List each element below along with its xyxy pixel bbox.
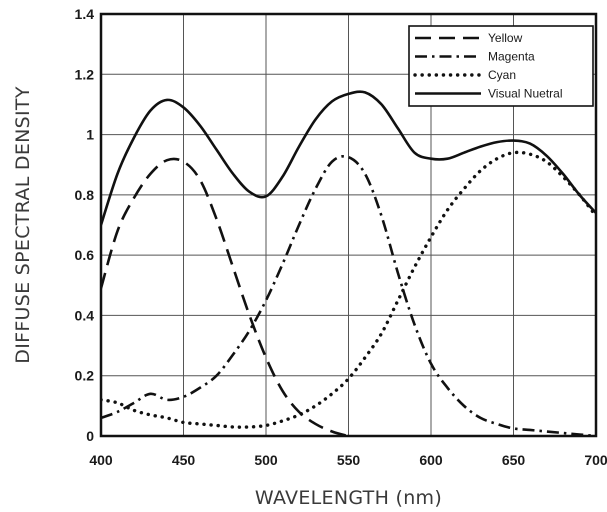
y-tick-label: 1.2 xyxy=(75,66,95,82)
x-axis-title: WAVELENGTH (nm) xyxy=(255,487,442,509)
legend: Yellow Magenta Cyan Visual Nuetral xyxy=(408,25,594,107)
x-tick-label: 550 xyxy=(337,452,361,468)
legend-label: Cyan xyxy=(488,68,516,82)
series-line-visual-nuetral xyxy=(101,90,596,226)
y-tick-label: 1 xyxy=(86,127,94,143)
y-tick-label: 0.4 xyxy=(75,307,95,323)
legend-label: Yellow xyxy=(488,31,523,45)
y-tick-label: 0 xyxy=(86,428,94,444)
y-tick-label: 0.6 xyxy=(75,247,95,263)
series-line-cyan xyxy=(101,150,596,429)
x-tick-label: 600 xyxy=(419,452,443,468)
y-tick-label: 0.2 xyxy=(75,368,95,384)
x-tick-label: 500 xyxy=(254,452,278,468)
series-lines xyxy=(101,90,596,436)
y-tick-label: 0.8 xyxy=(75,187,95,203)
series-line-yellow xyxy=(101,157,354,436)
x-tick-label: 400 xyxy=(89,452,113,468)
x-tick-label: 700 xyxy=(584,452,607,468)
legend-label: Visual Nuetral xyxy=(488,87,562,101)
y-tick-label: 1.4 xyxy=(75,6,95,22)
plot-frame xyxy=(99,12,598,438)
tick-labels: 400 450 500 550 600 650 700 0 0.2 0.4 0.6 0.8 1 1.2 1.… xyxy=(75,6,607,468)
x-tick-label: 650 xyxy=(502,452,526,468)
legend-label: Magenta xyxy=(488,50,535,64)
x-tick-label: 450 xyxy=(172,452,196,468)
y-axis-title: DIFFUSE SPECTRAL DENSITY xyxy=(12,86,34,364)
